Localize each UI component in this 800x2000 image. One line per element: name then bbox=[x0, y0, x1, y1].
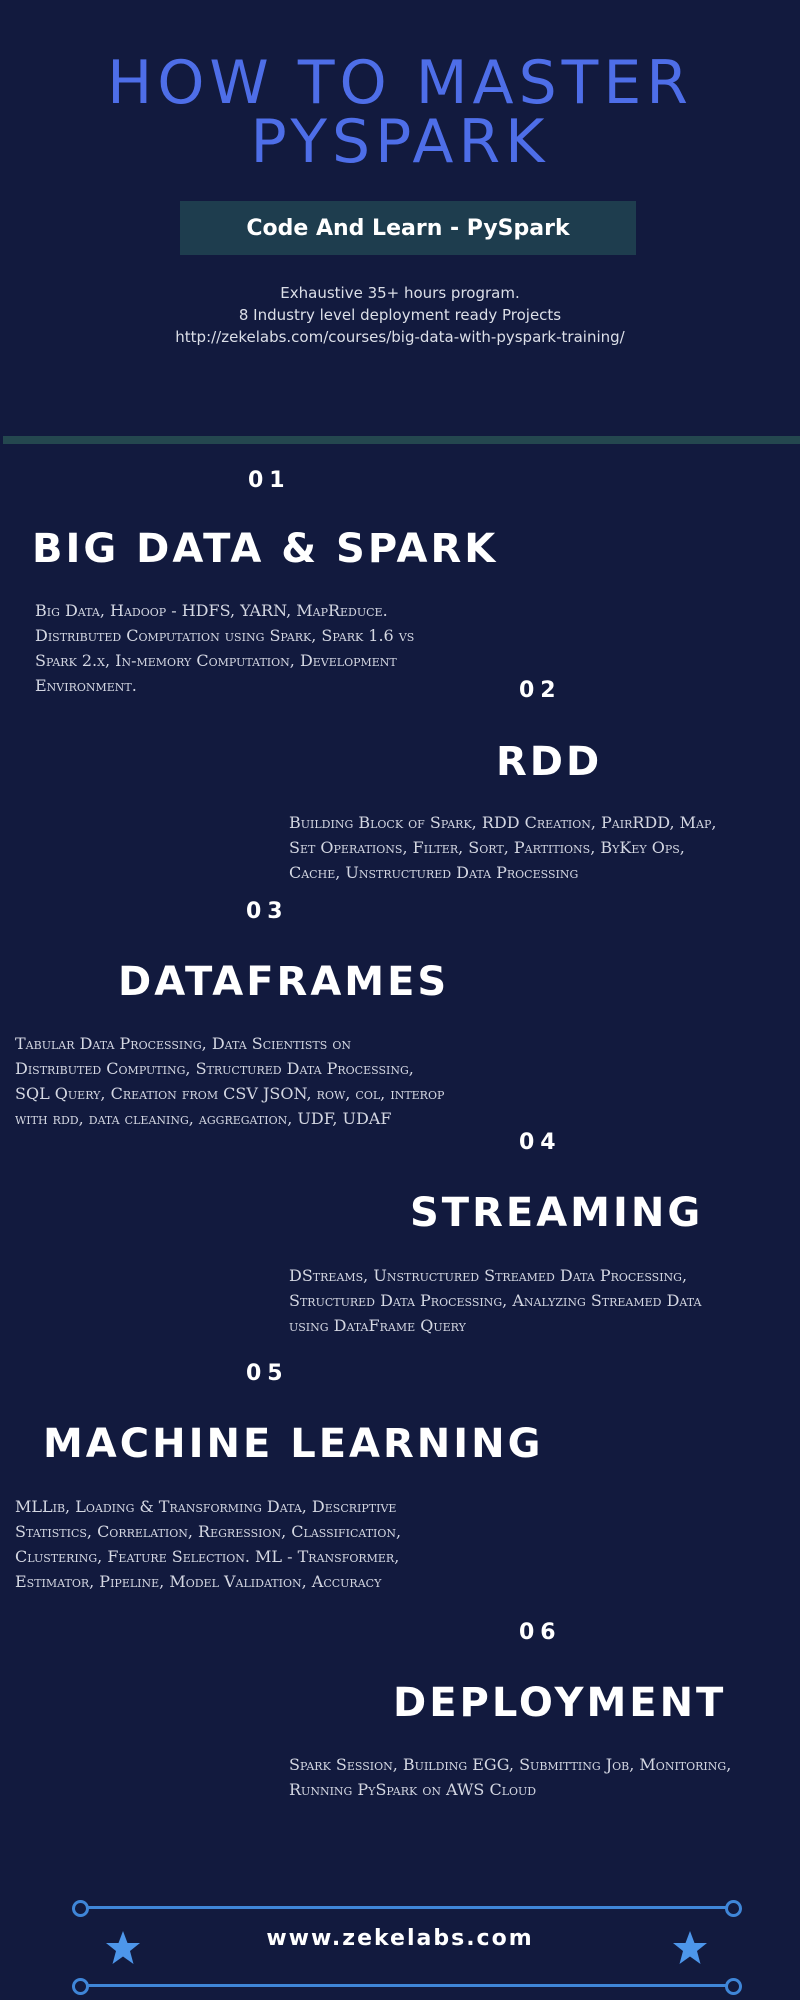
intro-line-projects: 8 Industry level deployment ready Projec… bbox=[238, 306, 562, 324]
description-line: Statistics, Correlation, Regression, Cla… bbox=[15, 1522, 402, 1541]
description-line: Distributed Computation using Spark, Spa… bbox=[35, 626, 415, 645]
description-line: Distributed Computing, Structured Data P… bbox=[15, 1059, 414, 1078]
footer-line-bottom bbox=[80, 1984, 734, 1987]
page-title-line-2: PYSPARK bbox=[250, 107, 550, 177]
header-divider bbox=[3, 436, 800, 444]
description-line: Spark 2.x, In-memory Computation, Develo… bbox=[35, 651, 397, 670]
section-description-dataframes: Tabular Data Processing, Data Scientists… bbox=[15, 1031, 515, 1131]
section-description-machine-learning: MLLib, Loading & Transforming Data, Desc… bbox=[15, 1494, 495, 1594]
description-line: using DataFrame Query bbox=[289, 1316, 466, 1335]
description-line: Cache, Unstructured Data Processing bbox=[289, 863, 579, 882]
subtitle-banner: Code And Learn - PySpark bbox=[180, 201, 636, 255]
star-icon bbox=[104, 1929, 142, 1967]
description-line: Set Operations, Filter, Sort, Partitions… bbox=[289, 838, 685, 857]
footer-line-top-left-dot bbox=[72, 1900, 89, 1917]
footer-line-top-right-dot bbox=[725, 1900, 742, 1917]
section-title-streaming: STREAMING bbox=[410, 1190, 704, 1236]
description-line: with rdd, data cleaning, aggregation, UD… bbox=[15, 1109, 392, 1128]
intro-line-hours: Exhaustive 35+ hours program. bbox=[280, 284, 520, 302]
description-line: Building Block of Spark, RDD Creation, P… bbox=[289, 813, 717, 832]
intro-line-course-url: http://zekelabs.com/courses/big-data-wit… bbox=[175, 328, 625, 346]
description-line: MLLib, Loading & Transforming Data, Desc… bbox=[15, 1497, 397, 1516]
section-number-05: 05 bbox=[246, 1361, 289, 1386]
footer-line-bottom-right-dot bbox=[725, 1978, 742, 1995]
description-line: Spark Session, Building EGG, Submitting … bbox=[289, 1755, 732, 1774]
section-title-dataframes: DATAFRAMES bbox=[118, 959, 450, 1005]
description-line: Big Data, Hadoop - HDFS, YARN, MapReduce… bbox=[35, 601, 388, 620]
description-line: Environment. bbox=[35, 676, 137, 695]
subtitle-text: Code And Learn - PySpark bbox=[246, 215, 570, 241]
description-line: SQL Query, Creation from CSV JSON, row, … bbox=[15, 1084, 445, 1103]
section-description-deployment: Spark Session, Building EGG, Submitting … bbox=[289, 1752, 799, 1802]
footer-line-top bbox=[80, 1906, 734, 1909]
section-description-streaming: DStreams, Unstructured Streamed Data Pro… bbox=[289, 1263, 794, 1338]
section-title-rdd: RDD bbox=[496, 739, 603, 785]
section-number-06: 06 bbox=[519, 1620, 562, 1645]
description-line: Tabular Data Processing, Data Scientists… bbox=[15, 1034, 351, 1053]
description-line: Estimator, Pipeline, Model Validation, A… bbox=[15, 1572, 382, 1591]
section-number-03: 03 bbox=[246, 899, 289, 924]
section-description-big-data: Big Data, Hadoop - HDFS, YARN, MapReduce… bbox=[35, 598, 495, 698]
page-title-line-1: HOW TO MASTER bbox=[107, 48, 693, 118]
section-number-02: 02 bbox=[519, 678, 562, 703]
footer-website-link[interactable]: www.zekelabs.com bbox=[266, 1926, 534, 1951]
description-line: DStreams, Unstructured Streamed Data Pro… bbox=[289, 1266, 688, 1285]
section-description-rdd: Building Block of Spark, RDD Creation, P… bbox=[289, 810, 789, 885]
description-line: Clustering, Feature Selection. ML - Tran… bbox=[15, 1547, 400, 1566]
description-line: Running PySpark on AWS Cloud bbox=[289, 1780, 537, 1799]
section-title-machine-learning: MACHINE LEARNING bbox=[43, 1421, 544, 1467]
section-title-big-data: BIG DATA & SPARK bbox=[32, 526, 499, 572]
section-number-01: 01 bbox=[248, 468, 291, 493]
star-icon bbox=[671, 1929, 709, 1967]
description-line: Structured Data Processing, Analyzing St… bbox=[289, 1291, 702, 1310]
section-title-deployment: DEPLOYMENT bbox=[393, 1680, 727, 1726]
section-number-04: 04 bbox=[519, 1130, 562, 1155]
footer-line-bottom-left-dot bbox=[72, 1978, 89, 1995]
